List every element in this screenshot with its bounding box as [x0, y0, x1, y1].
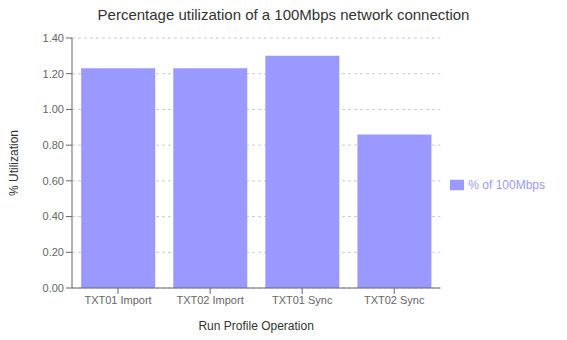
svg-text:TXT01 Sync: TXT01 Sync — [272, 294, 333, 306]
svg-text:TXT02 Sync: TXT02 Sync — [364, 294, 425, 306]
svg-text:TXT02 Import: TXT02 Import — [176, 294, 243, 306]
svg-text:Run Profile Operation: Run Profile Operation — [198, 319, 313, 333]
html-text:% of 100Mbps: % of 100Mbps — [468, 177, 545, 192]
svg-text:TXT01 Import: TXT01 Import — [84, 294, 151, 306]
svg-text:0.40: 0.40 — [43, 210, 64, 222]
svg-text:0.60: 0.60 — [43, 175, 64, 187]
svg-text:1.20: 1.20 — [43, 68, 64, 80]
svg-text:0.00: 0.00 — [43, 282, 64, 294]
svg-text:0.20: 0.20 — [43, 246, 64, 258]
svg-text:1.00: 1.00 — [43, 103, 64, 115]
svg-text:1.40: 1.40 — [43, 32, 64, 44]
svg-text:0.80: 0.80 — [43, 139, 64, 151]
svg-text:% Utilization: % Utilization — [8, 130, 21, 196]
html-text:Percentage utilization of a 10: Percentage utilization of a 100Mbps netw… — [97, 6, 470, 23]
